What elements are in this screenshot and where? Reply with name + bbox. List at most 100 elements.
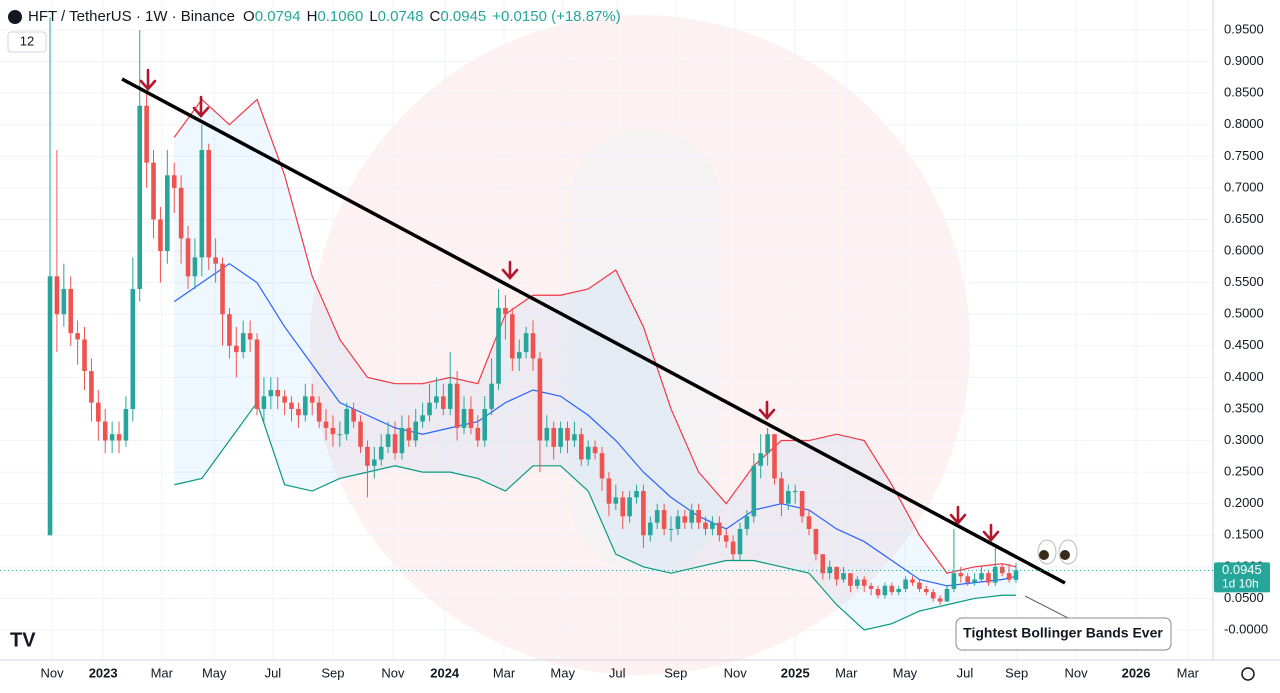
candle-body xyxy=(544,427,550,441)
candle-body xyxy=(868,585,874,589)
candle-body xyxy=(289,402,294,409)
candle-body xyxy=(316,402,322,422)
candle-body xyxy=(654,510,660,523)
candle-body xyxy=(365,446,370,466)
y-tick-label: 0.0500 xyxy=(1224,590,1264,605)
band-middle xyxy=(173,262,1017,587)
candle-body xyxy=(924,588,929,593)
trend-line xyxy=(121,77,1066,585)
y-tick-label: 0.6500 xyxy=(1224,211,1264,226)
candle-body xyxy=(468,408,474,428)
legend: HFT / TetherUS · 1W · Binance O 0.0794 H 0.1… xyxy=(28,8,621,25)
candle-body xyxy=(378,446,384,460)
candle-body xyxy=(406,427,412,441)
arrow xyxy=(139,68,157,91)
candle-body xyxy=(392,434,398,454)
candle-body xyxy=(385,434,391,447)
arrows xyxy=(139,68,1000,542)
indicator-box xyxy=(7,31,47,53)
last-price-label: 0.0945 xyxy=(1222,562,1262,577)
candle-body xyxy=(585,446,591,460)
candle-body xyxy=(965,576,971,583)
x-tick-label: Jul xyxy=(609,665,626,680)
candle-body xyxy=(247,333,253,340)
symbol: HFT / TetherUS · 1W · Binance xyxy=(28,8,235,25)
watermark-shape xyxy=(570,130,720,570)
candle-body xyxy=(668,528,674,530)
ohlc-key: L xyxy=(369,8,377,25)
candle-body xyxy=(47,276,53,536)
candle-body xyxy=(551,427,557,447)
y-tick-label: 0.5000 xyxy=(1224,306,1264,321)
candle-body xyxy=(848,573,853,586)
x-tick-label: Nov xyxy=(1064,665,1088,680)
candle-body xyxy=(889,585,895,593)
candle-body xyxy=(827,566,833,574)
candle-body xyxy=(1013,570,1019,580)
candle-body xyxy=(475,427,481,441)
candle-body xyxy=(82,339,87,372)
candle-body xyxy=(420,415,425,422)
candle-body xyxy=(896,588,902,593)
candle-body xyxy=(482,408,488,441)
candle-body xyxy=(434,396,439,403)
candle-body xyxy=(882,585,888,596)
candle-body xyxy=(703,522,708,529)
candle-body xyxy=(592,446,598,454)
candles xyxy=(47,17,1019,605)
candle-body xyxy=(820,554,826,574)
x-tick-label: Jul xyxy=(957,665,974,680)
x-tick-label: Jul xyxy=(265,665,282,680)
candle-body xyxy=(855,579,860,586)
ohlc-key: H xyxy=(307,8,318,25)
candle-body xyxy=(737,528,743,555)
candle-body xyxy=(296,408,301,416)
candle-body xyxy=(634,491,639,498)
candle-body xyxy=(171,175,177,188)
ohlc-value: 0.0794 xyxy=(255,8,301,25)
candle-body xyxy=(75,333,80,340)
candle-body xyxy=(358,421,363,447)
candle-body xyxy=(620,497,626,517)
candle-body xyxy=(344,408,350,435)
x-tick-label: May xyxy=(893,665,918,680)
y-tick-label: 0.4500 xyxy=(1224,337,1264,352)
countdown: 1d 10h xyxy=(1222,576,1259,590)
candle-body xyxy=(309,396,315,403)
candle-body xyxy=(751,465,757,517)
candle-body xyxy=(109,434,115,441)
candle-body xyxy=(96,402,101,422)
ohlc-value: 0.0748 xyxy=(378,8,424,25)
candle-body xyxy=(786,491,791,504)
candle-body xyxy=(372,459,377,466)
candle-body xyxy=(102,421,108,441)
x-tick-label: Mar xyxy=(1177,665,1200,680)
band-upper xyxy=(173,98,1017,574)
candle-body xyxy=(447,383,453,409)
candle-body xyxy=(303,396,308,416)
candle-body xyxy=(213,257,218,264)
candle-body xyxy=(599,453,605,479)
candle-body xyxy=(489,383,494,409)
candle-body xyxy=(116,434,122,441)
candle-body xyxy=(682,516,688,523)
candle-body xyxy=(930,592,936,599)
settings-icon[interactable] xyxy=(1241,667,1255,681)
x-tick-label: Sep xyxy=(1005,665,1028,680)
candle-body xyxy=(427,402,432,416)
x-tick-label: Nov xyxy=(381,665,405,680)
candle-body xyxy=(806,516,812,529)
y-tick-label: 0.9500 xyxy=(1224,21,1264,36)
candle-body xyxy=(903,579,908,589)
candle-body xyxy=(254,339,260,409)
candle-body xyxy=(158,219,163,252)
candle-body xyxy=(123,408,129,441)
candle-body xyxy=(130,288,136,409)
x-tick-label: Mar xyxy=(835,665,858,680)
candle-body xyxy=(441,396,446,409)
candle-body xyxy=(454,383,460,428)
candle-body xyxy=(1006,573,1012,580)
y-tick-label: 0.2000 xyxy=(1224,495,1264,510)
